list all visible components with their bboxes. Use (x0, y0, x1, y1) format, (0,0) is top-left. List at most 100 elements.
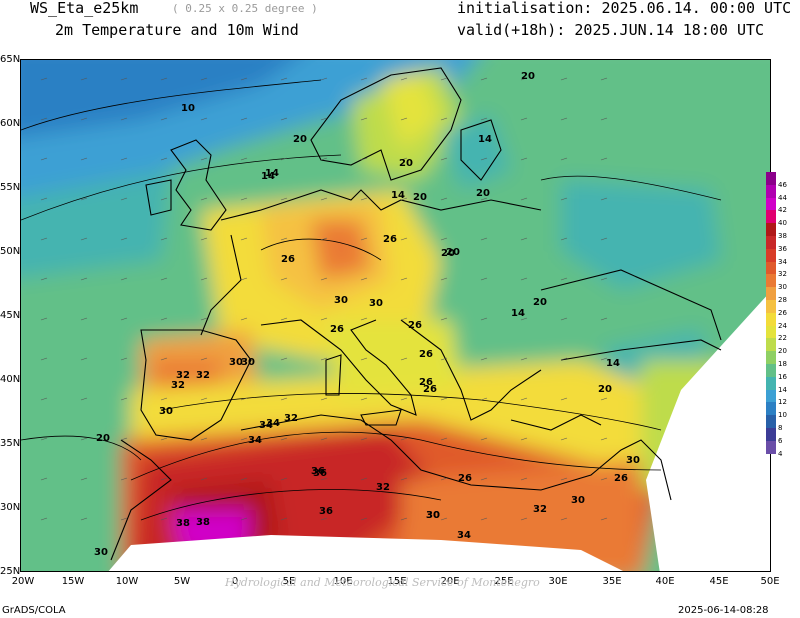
wind-arrow (560, 77, 568, 81)
lat-label: 35N (0, 438, 21, 449)
wind-arrow (280, 157, 288, 161)
wind-arrow (280, 277, 288, 281)
wind-arrow (80, 77, 88, 81)
wind-arrow (440, 517, 448, 521)
wind-arrow (440, 477, 448, 481)
lon-label: 10W (115, 576, 139, 587)
contour-label: 14 (265, 168, 279, 179)
contour-label: 30 (159, 406, 173, 417)
wind-arrow (40, 237, 48, 241)
wind-arrow (160, 517, 168, 521)
wind-arrow (560, 117, 568, 121)
wind-arrow (320, 317, 328, 321)
lat-label: 55N (0, 182, 21, 193)
wind-arrow (120, 437, 128, 441)
colorbar-swatch (766, 427, 776, 441)
colorbar-label: 14 (778, 385, 787, 394)
wind-arrow (520, 437, 528, 441)
colorbar-swatch (766, 223, 776, 236)
wind-arrow (440, 157, 448, 161)
wind-arrow (240, 77, 248, 81)
wind-arrow (400, 357, 408, 361)
wind-arrow (360, 357, 368, 361)
colorbar-swatch (766, 312, 776, 326)
colorbar-label: 36 (778, 244, 787, 253)
wind-arrow (200, 477, 208, 481)
wind-arrow (400, 317, 408, 321)
colorbar-swatch (766, 248, 776, 262)
wind-arrow (240, 117, 248, 121)
wind-arrow (80, 197, 88, 201)
contour-label: 20 (521, 71, 535, 82)
wind-arrow (600, 357, 608, 361)
temperature-map: 10 14 20 26 30 32 34 36 38 20 14 26 30 3… (20, 59, 771, 572)
lon-label: 30E (548, 576, 568, 587)
lat-label: 50N (0, 246, 21, 257)
wind-arrow (80, 357, 88, 361)
contour-label: 20 (476, 188, 490, 199)
map-graphic: 10 14 20 26 30 32 34 36 38 20 14 26 30 3… (21, 60, 770, 571)
contour-label: 32 (176, 370, 190, 381)
wind-arrow (400, 277, 408, 281)
wind-arrow (280, 77, 288, 81)
wind-arrow (360, 157, 368, 161)
wind-arrow (480, 437, 488, 441)
contour-label: 30 (241, 357, 255, 368)
wind-arrow (40, 477, 48, 481)
lon-label: 5W (173, 576, 191, 587)
wind-arrow (440, 197, 448, 201)
init-time: initialisation: 2025.06.14. 00:00 UTC (457, 0, 792, 17)
contour-label: 32 (284, 413, 298, 424)
wind-arrow (520, 317, 528, 321)
colorbar-label: 12 (778, 398, 787, 407)
wind-arrow (280, 437, 288, 441)
contour-label: 26 (408, 320, 422, 331)
colorbar-label: 20 (778, 347, 787, 356)
wind-arrow (200, 437, 208, 441)
wind-arrow (400, 517, 408, 521)
wind-arrow (360, 397, 368, 401)
contour-label: 30 (571, 495, 585, 506)
wind-arrow (160, 397, 168, 401)
wind-arrow (400, 477, 408, 481)
wind-arrow (600, 397, 608, 401)
wind-arrow (160, 277, 168, 281)
contour-label: 20 (96, 433, 110, 444)
contour-label: 14 (511, 308, 525, 319)
wind-arrow (240, 397, 248, 401)
wind-arrow (80, 157, 88, 161)
wind-arrow (80, 437, 88, 441)
wind-arrow (520, 157, 528, 161)
wind-arrow (400, 117, 408, 121)
colorbar-swatch (766, 338, 776, 352)
colorbar (766, 172, 776, 454)
wind-arrow (200, 517, 208, 521)
wind-arrow (400, 157, 408, 161)
wind-arrow (280, 357, 288, 361)
wind-arrow (560, 397, 568, 401)
wind-arrow (40, 357, 48, 361)
wind-arrow (520, 77, 528, 81)
colorbar-swatch (766, 389, 776, 403)
footer-timestamp: 2025-06-14-08:28 (678, 605, 769, 616)
valid-time: valid(+18h): 2025.JUN.14 18:00 UTC (457, 21, 765, 39)
wind-arrow (280, 477, 288, 481)
lon-label: 20E (440, 576, 460, 587)
colorbar-swatch (766, 261, 776, 275)
contour-label: 32 (376, 482, 390, 493)
colorbar-label: 42 (778, 206, 787, 215)
contour-label: 14 (261, 171, 275, 182)
wind-arrow (160, 117, 168, 121)
colorbar-label: 34 (778, 257, 787, 266)
wind-arrow (360, 237, 368, 241)
colorbar-label: 6 (778, 436, 783, 445)
wind-arrow (320, 357, 328, 361)
contour-label: 20 (413, 192, 427, 203)
contour-label: 26 (423, 384, 437, 395)
wind-arrow (360, 117, 368, 121)
wind-arrow (400, 197, 408, 201)
wind-arrow (600, 277, 608, 281)
wind-arrow (80, 317, 88, 321)
contour-label: 30 (94, 547, 108, 558)
wind-arrow (320, 277, 328, 281)
